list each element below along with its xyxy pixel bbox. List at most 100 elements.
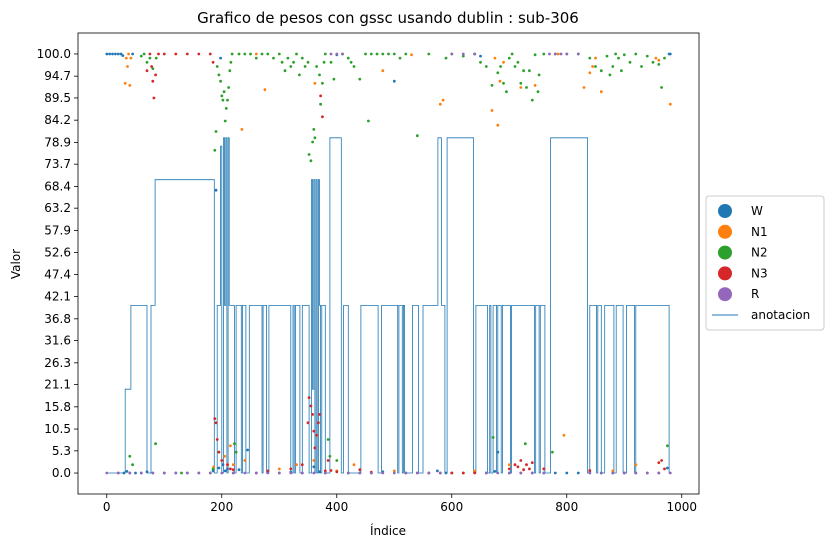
- data-point-n2: [323, 52, 327, 56]
- data-point-n2: [139, 54, 143, 58]
- data-point-n3: [231, 468, 235, 472]
- data-point-n2: [283, 69, 287, 73]
- data-point-n3: [530, 461, 534, 464]
- data-point-n1: [295, 463, 298, 467]
- data-point-r: [220, 471, 224, 475]
- data-point-n2: [502, 81, 505, 85]
- data-point-n2: [461, 54, 465, 58]
- data-point-n3: [185, 52, 189, 56]
- data-point-w: [121, 54, 125, 57]
- data-point-r: [300, 471, 304, 475]
- data-point-r: [473, 52, 477, 56]
- data-point-n2: [516, 60, 520, 64]
- data-point-n2: [224, 107, 228, 110]
- data-point-n2: [530, 98, 534, 102]
- x-tick-label: 800: [555, 500, 578, 514]
- data-point-r: [323, 471, 327, 475]
- data-point-n2: [525, 86, 528, 89]
- data-point-n3: [588, 469, 592, 472]
- data-point-n3: [306, 421, 310, 425]
- data-point-n2: [392, 52, 396, 56]
- data-point-w: [565, 471, 569, 475]
- data-point-n3: [148, 52, 152, 56]
- data-point-n1: [556, 52, 560, 56]
- data-point-n2: [286, 56, 290, 60]
- data-point-r: [542, 471, 546, 475]
- data-point-n1: [352, 463, 356, 467]
- y-tick-label: 31.6: [44, 334, 71, 348]
- data-point-n2: [272, 56, 275, 60]
- data-point-n2: [215, 65, 219, 68]
- data-point-r: [341, 52, 344, 56]
- data-point-n3: [157, 52, 160, 56]
- legend-label-n2: N2: [751, 246, 768, 260]
- data-point-n2: [233, 442, 236, 446]
- y-tick-label: 15.8: [44, 400, 71, 414]
- data-point-w: [211, 469, 215, 473]
- data-point-w: [493, 470, 497, 473]
- data-point-w: [111, 52, 114, 56]
- data-point-n1: [392, 469, 396, 473]
- data-point-w: [312, 465, 316, 469]
- data-point-n3: [473, 471, 477, 475]
- legend-label-r: R: [751, 287, 759, 301]
- data-point-n1: [657, 58, 661, 62]
- data-point-w: [122, 471, 126, 475]
- data-point-n2: [499, 65, 502, 68]
- data-point-w: [444, 471, 448, 475]
- data-point-n3: [307, 396, 311, 399]
- data-point-n1: [313, 81, 317, 85]
- data-point-n1: [496, 123, 500, 127]
- legend-marker-n2: [718, 245, 732, 260]
- data-point-n2: [611, 65, 615, 68]
- data-point-n1: [229, 444, 232, 448]
- data-point-n1: [312, 459, 316, 462]
- data-point-n3: [315, 433, 318, 437]
- data-point-n3: [657, 461, 661, 464]
- data-point-n1: [123, 81, 127, 85]
- data-point-n2: [375, 52, 379, 56]
- legend-marker-r: [718, 287, 732, 302]
- x-tick-label: 0: [103, 500, 111, 514]
- data-point-w: [479, 54, 482, 58]
- data-point-n2: [227, 86, 231, 89]
- data-point-n2: [484, 65, 488, 68]
- data-point-n2: [599, 69, 603, 73]
- data-point-r: [622, 471, 626, 475]
- y-tick-label: 36.8: [44, 312, 71, 326]
- data-point-n1: [129, 56, 133, 60]
- data-point-n1: [473, 469, 477, 473]
- chart-title: Grafico de pesos con gssc usando dublin …: [197, 9, 579, 27]
- data-point-n1: [493, 56, 497, 60]
- data-point-n2: [510, 52, 514, 56]
- data-point-r: [559, 52, 563, 56]
- data-point-n2: [309, 159, 313, 163]
- data-point-r: [530, 471, 534, 475]
- data-point-n3: [317, 421, 320, 425]
- data-point-n2: [505, 90, 508, 94]
- plot-area: [105, 52, 672, 475]
- data-point-n1: [128, 84, 132, 87]
- data-point-n3: [266, 469, 270, 473]
- y-tick-label: 63.2: [44, 201, 71, 215]
- data-point-w: [116, 52, 120, 56]
- data-point-n2: [369, 52, 373, 56]
- legend-box: [705, 195, 825, 331]
- y-tick-label: 10.5: [44, 422, 71, 436]
- data-point-n2: [321, 81, 324, 85]
- data-point-n2: [326, 438, 330, 441]
- x-tick-label: 600: [440, 500, 463, 514]
- data-point-r: [289, 471, 293, 475]
- y-tick-label: 47.4: [44, 267, 71, 281]
- data-point-r: [329, 52, 333, 56]
- data-point-n2: [295, 52, 298, 56]
- data-point-n1: [381, 69, 385, 73]
- data-point-n3: [542, 467, 546, 471]
- y-tick-label: 78.9: [44, 135, 71, 149]
- data-point-n1: [562, 433, 566, 437]
- data-point-n2: [229, 60, 233, 64]
- data-point-n2: [617, 56, 620, 60]
- data-point-n2: [513, 65, 517, 68]
- data-point-w: [666, 466, 669, 470]
